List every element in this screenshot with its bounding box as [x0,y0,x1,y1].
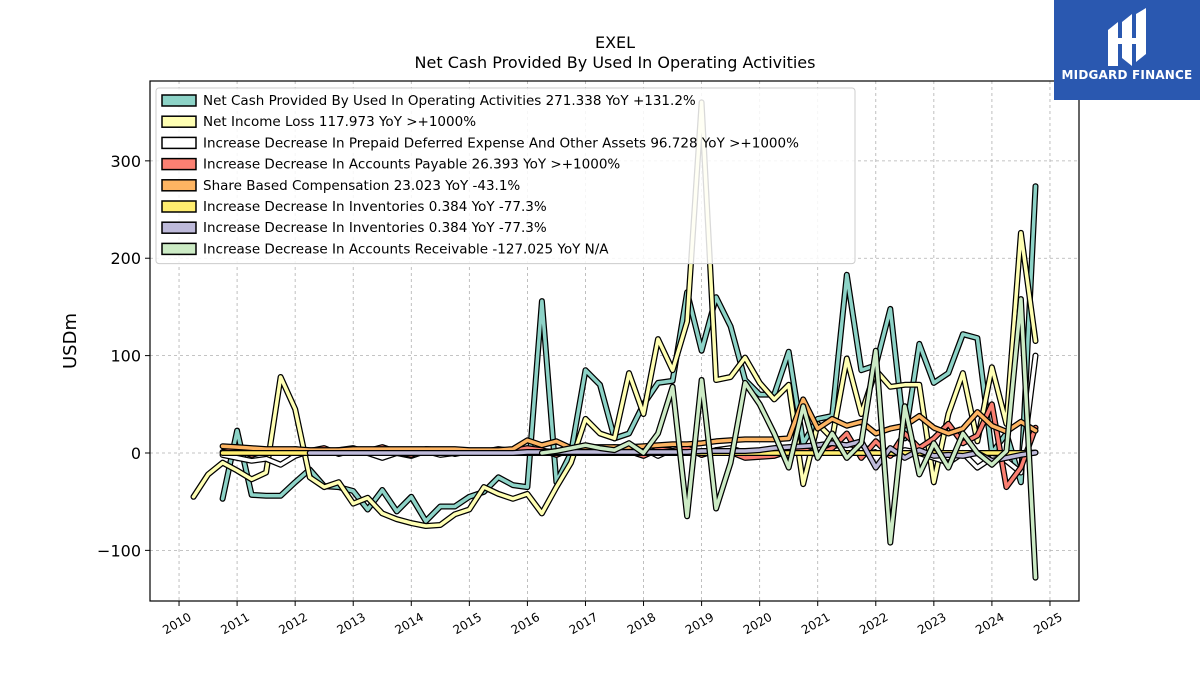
series-line [540,297,1038,580]
legend-entry: Net Income Loss 117.973 YoY >+1000% [203,114,476,130]
plot-frame [149,80,1080,602]
brand-logo: MIDGARD FINANCE [1054,0,1200,100]
x-tick-label: 2011 [218,610,251,637]
legend-swatch [161,157,197,171]
series-0 [219,183,1039,525]
legend-entry: Increase Decrease In Inventories 0.384 Y… [203,220,547,236]
legend-entry: Net Cash Provided By Used In Operating A… [203,93,696,109]
series-line [220,184,1038,523]
x-tick-label: 2024 [973,610,1006,637]
legend: Net Cash Provided By Used In Operating A… [155,87,856,265]
series-line [191,100,1038,528]
x-tick-label: 2016 [509,610,542,637]
y-tick-label: 300 [110,152,141,171]
y-tick-label: −100 [97,541,141,560]
x-tick-label: 2020 [741,610,774,637]
x-tick-label: 2014 [393,610,426,637]
legend-swatch [161,136,197,150]
chart-title: EXEL [595,33,635,52]
x-tick-label: 2025 [1031,610,1064,637]
legend-entry: Increase Decrease In Accounts Receivable… [203,241,609,257]
midgard-logo-icon [1108,8,1146,66]
legend-swatch [161,242,197,256]
x-tick-label: 2022 [857,610,890,637]
series-1 [190,99,1039,529]
legend-entry: Increase Decrease In Accounts Payable 26… [203,157,620,173]
series-lines [190,99,1039,581]
series-7 [538,296,1039,581]
y-tick-label: 200 [110,249,141,268]
legend-swatch [161,200,197,213]
x-tick-label: 2019 [683,610,716,637]
x-tick-label: 2015 [451,610,484,637]
legend-swatch [161,221,197,234]
legend-swatch [161,115,197,128]
x-tick-label: 2018 [625,610,658,637]
x-tick-label: 2012 [276,610,309,637]
legend-entry: Increase Decrease In Inventories 0.384 Y… [203,199,547,215]
chart-subtitle: Net Cash Provided By Used In Operating A… [415,53,816,72]
x-tick-label: 2021 [799,610,832,637]
y-axis-label: USDm [60,313,81,369]
x-tick-label: 2010 [160,610,193,637]
legend-swatch [161,94,197,107]
y-tick-label: 0 [131,444,141,463]
legend-entry: Increase Decrease In Prepaid Deferred Ex… [203,135,799,151]
legend-entry: Share Based Compensation 23.023 YoY -43.… [203,178,520,194]
brand-name: MIDGARD FINANCE [1061,68,1193,82]
y-tick-label: 100 [110,347,141,366]
x-tick-label: 2013 [334,610,367,637]
x-tick-label: 2017 [567,610,600,637]
x-tick-label: 2023 [915,610,948,637]
legend-swatch [161,179,197,192]
legend-box [155,87,856,265]
